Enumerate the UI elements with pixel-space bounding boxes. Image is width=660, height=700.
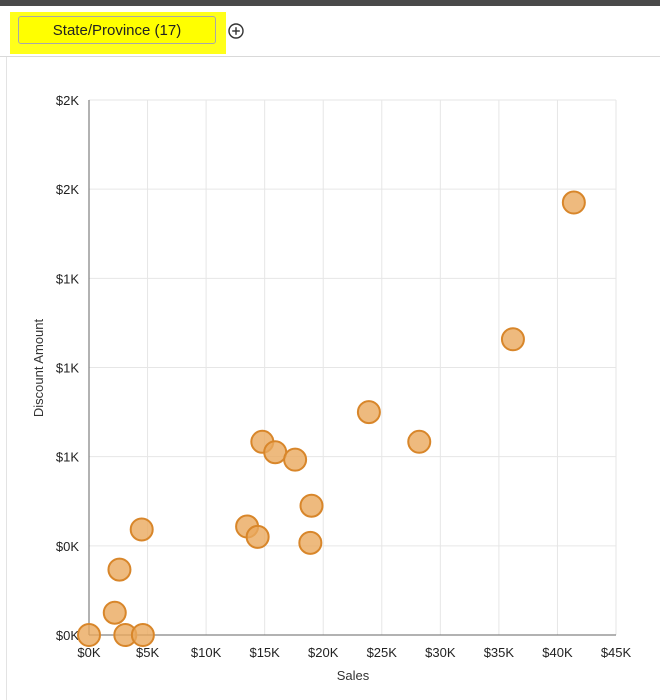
data-point[interactable] <box>298 530 323 555</box>
axes <box>88 100 616 636</box>
data-point[interactable] <box>500 327 525 352</box>
data-point[interactable] <box>130 623 155 647</box>
filter-pill-label: State/Province (17) <box>52 21 182 39</box>
plus-circle-icon[interactable] <box>228 23 244 39</box>
data-point[interactable] <box>407 429 432 454</box>
y-tick-label: $0K <box>56 628 79 643</box>
y-tick-label: $2K <box>56 93 79 108</box>
y-tick-label: $1K <box>56 361 79 376</box>
top-bar <box>0 0 660 6</box>
data-point[interactable] <box>107 557 132 582</box>
x-tick-label: $45K <box>601 645 632 660</box>
x-tick-label: $25K <box>367 645 398 660</box>
y-tick-label: $2K <box>56 182 79 197</box>
x-tick-labels: $0K $5K $10K $15K $20K $25K $30K $35K $40K $45K <box>77 645 631 660</box>
state-province-filter-pill[interactable]: State/Province (17) <box>18 16 216 44</box>
x-tick-label: $5K <box>136 645 159 660</box>
data-point[interactable] <box>102 600 127 625</box>
y-axis-label: Discount Amount <box>31 318 46 417</box>
y-tick-label: $1K <box>56 450 79 465</box>
data-point[interactable] <box>356 400 381 425</box>
data-point[interactable] <box>299 493 324 518</box>
y-tick-label: $1K <box>56 271 79 286</box>
panel-divider <box>6 57 7 700</box>
x-tick-label: $20K <box>308 645 339 660</box>
x-tick-label: $30K <box>425 645 456 660</box>
data-point[interactable] <box>561 190 586 215</box>
grid <box>89 99 617 635</box>
x-tick-label: $35K <box>484 645 515 660</box>
data-point[interactable] <box>283 447 308 472</box>
data-points <box>77 190 586 647</box>
x-tick-label: $15K <box>249 645 280 660</box>
data-point[interactable] <box>77 623 101 647</box>
y-tick-labels: $0K $0K $1K $1K $1K $2K $2K <box>56 93 79 643</box>
x-tick-label: $10K <box>191 645 222 660</box>
data-point[interactable] <box>263 440 288 465</box>
x-axis-label: Sales <box>337 668 370 683</box>
data-point[interactable] <box>129 517 154 542</box>
data-point[interactable] <box>245 524 270 549</box>
filter-bar: State/Province (17) <box>0 6 660 57</box>
y-tick-label: $0K <box>56 539 79 554</box>
x-tick-label: $40K <box>542 645 573 660</box>
x-tick-label: $0K <box>77 645 100 660</box>
